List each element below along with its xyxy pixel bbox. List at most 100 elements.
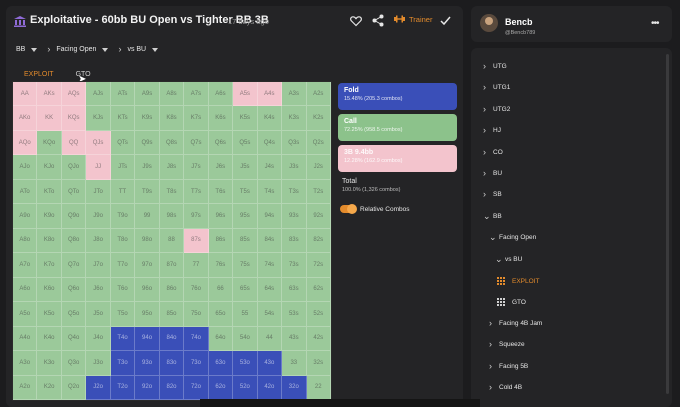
legend-raise[interactable]: 3B 9.4bb 12.28% (162.9 combos) (338, 145, 457, 172)
hand-cell[interactable]: 53o (233, 351, 258, 376)
hand-cell[interactable]: JJ (86, 155, 111, 180)
hand-cell[interactable]: A2o (13, 375, 38, 400)
hand-cell[interactable]: A9s (135, 82, 160, 107)
hand-cell[interactable]: 52o (233, 375, 258, 400)
check-icon[interactable] (440, 15, 451, 26)
hand-cell[interactable]: 98o (135, 228, 160, 254)
hand-cell[interactable]: 93o (135, 351, 160, 376)
hand-cell[interactable]: 55 (233, 302, 258, 327)
hand-cell[interactable]: Q7o (61, 253, 87, 278)
relative-combos-toggle[interactable] (340, 204, 357, 214)
hand-cell[interactable]: AKs (37, 82, 62, 107)
hand-cell[interactable]: Q2o (61, 375, 87, 400)
hand-cell[interactable]: T3o (110, 351, 136, 376)
hand-cell[interactable]: QQ (61, 130, 87, 156)
hand-cell[interactable]: 54s (257, 302, 283, 327)
hand-cell[interactable]: K4s (257, 106, 283, 131)
hand-cell[interactable]: T7s (184, 179, 209, 205)
hand-cell[interactable]: 86o (159, 277, 185, 303)
hand-cell[interactable]: 22 (306, 375, 331, 400)
hand-cell[interactable]: J3s (282, 155, 307, 180)
hand-cell[interactable]: A7s (184, 82, 209, 107)
hand-cell[interactable]: 92s (306, 204, 331, 229)
hand-cell[interactable]: QJs (86, 130, 111, 156)
hand-cell[interactable]: 62o (208, 375, 234, 400)
hand-cell[interactable]: K2s (306, 106, 331, 131)
tree-node[interactable]: › Facing 4B Jam (489, 318, 542, 327)
hand-cell[interactable]: 97s (184, 204, 209, 229)
hand-cell[interactable]: 44 (257, 326, 283, 352)
hand-cell[interactable]: Q3o (61, 351, 87, 376)
hand-cell[interactable]: T2s (306, 179, 331, 205)
hand-cell[interactable]: 85s (233, 228, 258, 254)
hand-cell[interactable]: Q4s (257, 130, 283, 156)
scrollbar[interactable] (666, 54, 669, 394)
hand-cell[interactable]: 73s (282, 253, 307, 278)
hand-cell[interactable]: T7o (110, 253, 136, 278)
hand-cell[interactable]: 65s (233, 277, 258, 303)
hand-cell[interactable]: KQo (37, 130, 62, 156)
hand-cell[interactable]: 99 (135, 204, 160, 229)
hand-cell[interactable]: Q3s (282, 130, 307, 156)
hand-cell[interactable]: 95o (135, 302, 160, 327)
hand-cell[interactable]: QTs (110, 130, 136, 156)
hand-cell[interactable]: T8o (110, 228, 136, 254)
hand-cell[interactable]: J9s (135, 155, 160, 180)
hand-cell[interactable]: 87o (159, 253, 185, 278)
tree-node[interactable]: GTO (497, 298, 526, 307)
hand-cell[interactable]: T2o (110, 375, 136, 400)
hand-cell[interactable]: T3s (282, 179, 307, 205)
hand-cell[interactable]: J3o (86, 351, 111, 376)
hand-cell[interactable]: K4o (37, 326, 62, 352)
hand-cell[interactable]: J4s (257, 155, 283, 180)
tree-node[interactable]: › UTG1 (483, 83, 510, 92)
tree-node[interactable]: EXPLOIT (497, 277, 539, 285)
tree-node[interactable]: ⌄ Facing Open (489, 233, 536, 242)
hand-cell[interactable]: T8s (159, 179, 185, 205)
hand-cell[interactable]: 63o (208, 351, 234, 376)
hand-cell[interactable]: A8s (159, 82, 185, 107)
hand-cell[interactable]: KJs (86, 106, 111, 131)
tree-node[interactable]: ⌄ vs BU (495, 254, 522, 263)
hand-cell[interactable]: T6s (208, 179, 234, 205)
hand-cell[interactable]: K7o (37, 253, 62, 278)
hand-cell[interactable]: QTo (61, 179, 87, 205)
hand-cell[interactable]: J7s (184, 155, 209, 180)
hand-cell[interactable]: T5s (233, 179, 258, 205)
heart-icon[interactable] (350, 15, 362, 27)
trainer-button[interactable]: Trainer (394, 14, 432, 24)
hand-cell[interactable]: A3s (282, 82, 307, 107)
hand-cell[interactable]: 75s (233, 253, 258, 278)
hand-cell[interactable]: JTs (110, 155, 136, 180)
hand-cell[interactable]: 76o (184, 277, 209, 303)
hand-cell[interactable]: AJs (86, 82, 111, 107)
hand-cell[interactable]: AA (13, 82, 38, 107)
hand-cell[interactable]: Q9s (135, 130, 160, 156)
hand-cell[interactable]: T5o (110, 302, 136, 327)
tab-gto[interactable]: GTO (75, 71, 91, 78)
hand-cell[interactable]: Q9o (61, 204, 87, 229)
hand-cell[interactable]: KTo (37, 179, 62, 205)
hand-cell[interactable]: ATo (13, 179, 38, 205)
hand-cell[interactable]: A6o (13, 277, 38, 303)
hand-cell[interactable]: T9s (135, 179, 160, 205)
hand-cell[interactable]: KK (37, 106, 62, 131)
avatar[interactable] (480, 14, 498, 32)
hand-cell[interactable]: 72o (184, 375, 209, 400)
hand-cell[interactable]: Q2s (306, 130, 331, 156)
hand-cell[interactable]: 84o (159, 326, 185, 352)
hand-cell[interactable]: A4s (257, 82, 283, 107)
hand-cell[interactable]: 54o (233, 326, 258, 352)
hand-cell[interactable]: A9o (13, 204, 38, 229)
hand-cell[interactable]: 42o (257, 375, 283, 400)
hand-cell[interactable]: T9o (110, 204, 136, 229)
hand-cell[interactable]: T4s (257, 179, 283, 205)
hand-cell[interactable]: 92o (135, 375, 160, 400)
hand-cell[interactable]: 66 (208, 277, 234, 303)
hand-cell[interactable]: 98s (159, 204, 185, 229)
hand-cell[interactable]: A4o (13, 326, 38, 352)
legend-fold[interactable]: Fold 15.48% (205.3 combos) (338, 83, 457, 110)
hand-cell[interactable]: K7s (184, 106, 209, 131)
hand-cell[interactable]: 43s (282, 326, 307, 352)
hand-cell[interactable]: A7o (13, 253, 38, 278)
